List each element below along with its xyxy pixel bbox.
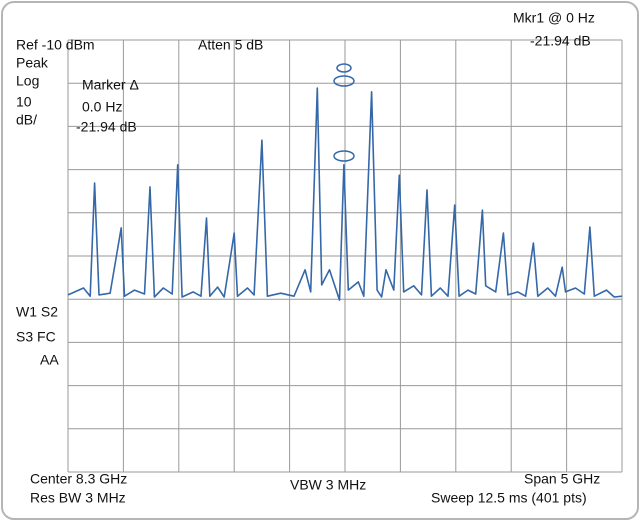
marker-readout: Mkr1 @ 0 Hz (513, 10, 595, 26)
scale-unit: dB/ (16, 112, 37, 128)
center-freq: Center 8.3 GHz (30, 471, 127, 487)
marker-level: -21.94 dB (530, 33, 591, 49)
delta-title: Marker Δ (82, 77, 139, 93)
delta-freq: 0.0 Hz (82, 99, 122, 115)
flags: S3 FC (16, 329, 56, 345)
span: Span 5 GHz (524, 471, 600, 487)
vbw: VBW 3 MHz (290, 477, 366, 493)
scale-value: 10 (16, 94, 32, 110)
sweep: Sweep 12.5 ms (401 pts) (431, 490, 587, 506)
detector: Peak (16, 55, 49, 71)
res-bw: Res BW 3 MHz (30, 490, 126, 506)
attenuation: Atten 5 dB (198, 37, 263, 53)
scale: Log (16, 73, 39, 89)
flags: AA (40, 352, 59, 368)
ref-level: Ref -10 dBm (16, 37, 95, 53)
flags: W1 S2 (16, 304, 58, 320)
marker-symbol (333, 150, 355, 162)
marker-symbol (336, 63, 352, 73)
delta-level: -21.94 dB (76, 119, 137, 135)
grid (67, 39, 623, 473)
marker-symbol (333, 75, 355, 87)
plot (67, 87, 623, 301)
trace (67, 87, 623, 301)
